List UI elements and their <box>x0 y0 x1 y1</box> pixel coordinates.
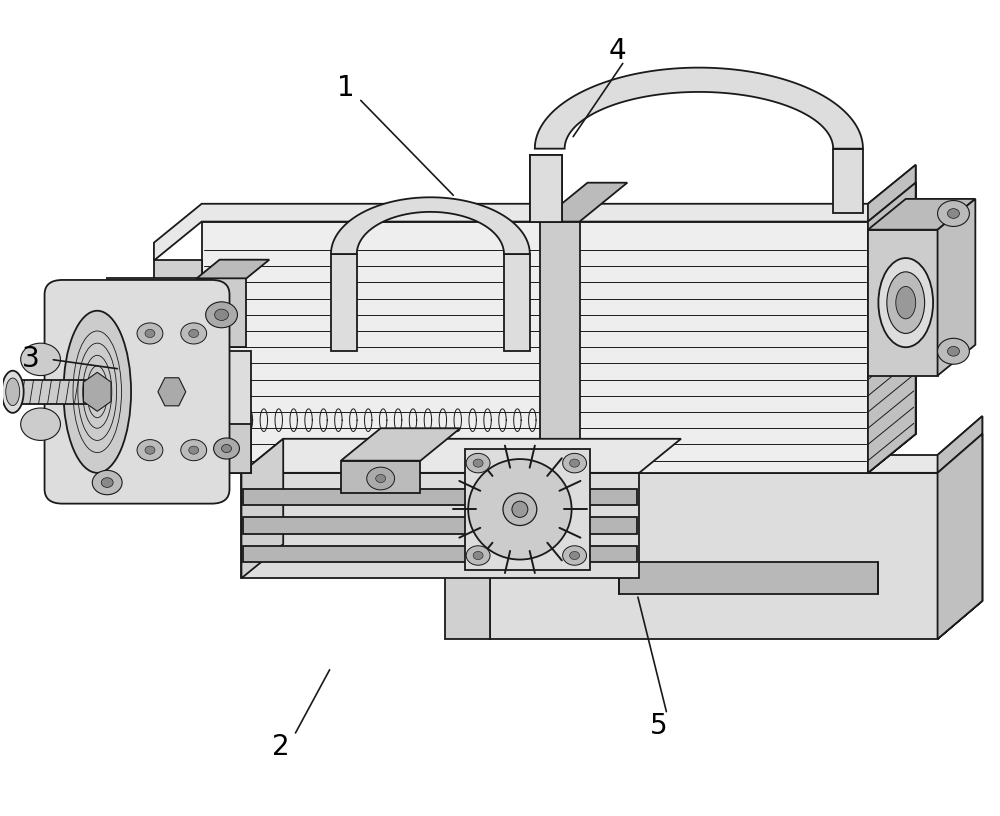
Circle shape <box>137 440 163 461</box>
Circle shape <box>101 477 113 487</box>
Ellipse shape <box>6 378 20 406</box>
Polygon shape <box>331 197 530 254</box>
Circle shape <box>570 552 580 560</box>
Polygon shape <box>158 378 186 406</box>
Polygon shape <box>154 260 202 472</box>
FancyBboxPatch shape <box>45 280 230 503</box>
Polygon shape <box>868 229 938 375</box>
Text: 3: 3 <box>22 345 39 374</box>
Polygon shape <box>154 165 916 260</box>
Circle shape <box>938 339 969 364</box>
Text: 5: 5 <box>650 712 668 739</box>
Polygon shape <box>341 461 420 493</box>
Circle shape <box>948 347 959 356</box>
Circle shape <box>137 323 163 344</box>
Polygon shape <box>938 199 975 375</box>
Circle shape <box>189 446 199 455</box>
Circle shape <box>473 552 483 560</box>
Polygon shape <box>490 472 938 639</box>
Polygon shape <box>868 183 916 472</box>
Circle shape <box>181 440 207 461</box>
Circle shape <box>214 438 239 459</box>
Polygon shape <box>197 278 246 348</box>
Polygon shape <box>83 372 111 411</box>
Polygon shape <box>530 155 562 222</box>
Polygon shape <box>833 149 863 214</box>
Polygon shape <box>540 183 627 222</box>
Circle shape <box>189 330 199 338</box>
Ellipse shape <box>2 370 24 413</box>
Polygon shape <box>445 416 982 512</box>
Circle shape <box>938 201 969 227</box>
Circle shape <box>563 454 587 472</box>
Polygon shape <box>504 254 530 351</box>
Circle shape <box>181 323 207 344</box>
Polygon shape <box>445 512 490 639</box>
Circle shape <box>466 546 490 565</box>
Text: 2: 2 <box>272 733 290 761</box>
Polygon shape <box>535 68 863 149</box>
Circle shape <box>367 468 395 490</box>
Polygon shape <box>868 199 975 229</box>
Polygon shape <box>202 222 868 472</box>
Polygon shape <box>938 434 982 639</box>
Ellipse shape <box>63 311 131 472</box>
Polygon shape <box>331 254 357 351</box>
Circle shape <box>570 459 580 468</box>
Polygon shape <box>241 439 681 472</box>
Polygon shape <box>241 472 639 579</box>
Polygon shape <box>530 155 562 222</box>
Polygon shape <box>197 259 269 278</box>
Polygon shape <box>243 489 637 505</box>
Ellipse shape <box>878 258 933 348</box>
Polygon shape <box>243 546 637 562</box>
Ellipse shape <box>896 286 916 319</box>
Polygon shape <box>243 517 637 534</box>
Polygon shape <box>13 379 97 404</box>
Circle shape <box>215 309 229 321</box>
Ellipse shape <box>503 493 537 526</box>
Text: 4: 4 <box>609 38 626 65</box>
Circle shape <box>92 470 122 494</box>
Circle shape <box>563 546 587 565</box>
Circle shape <box>222 445 232 453</box>
Text: 1: 1 <box>337 74 355 102</box>
Circle shape <box>21 344 60 375</box>
Polygon shape <box>197 351 251 472</box>
Circle shape <box>145 446 155 455</box>
Polygon shape <box>107 278 207 501</box>
Circle shape <box>948 209 959 219</box>
Polygon shape <box>202 424 251 472</box>
Polygon shape <box>540 222 580 472</box>
Circle shape <box>206 302 237 328</box>
Circle shape <box>376 474 386 482</box>
Ellipse shape <box>887 272 925 334</box>
Polygon shape <box>241 439 283 579</box>
Polygon shape <box>938 416 982 639</box>
Ellipse shape <box>468 459 572 560</box>
Circle shape <box>145 330 155 338</box>
Polygon shape <box>868 165 916 472</box>
Polygon shape <box>341 428 460 461</box>
Polygon shape <box>619 562 878 594</box>
Ellipse shape <box>512 501 528 517</box>
Circle shape <box>473 459 483 468</box>
Circle shape <box>466 454 490 472</box>
Polygon shape <box>465 449 590 570</box>
Circle shape <box>21 408 60 441</box>
